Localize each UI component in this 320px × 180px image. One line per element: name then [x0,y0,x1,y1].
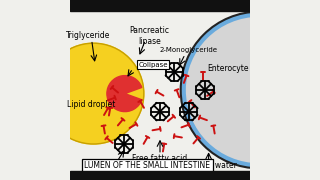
Wedge shape [107,76,142,112]
Text: LUMEN OF THE SMALL INTESTINE: LUMEN OF THE SMALL INTESTINE [84,161,211,170]
Bar [70,0,250,11]
Text: Lipid droplet: Lipid droplet [68,100,116,109]
Text: Bile salt: Bile salt [94,163,125,172]
Bar [70,173,250,180]
Text: Pancreatic
lipase: Pancreatic lipase [129,26,169,46]
Bar [70,171,250,180]
Text: Free fatty acid: Free fatty acid [132,154,188,163]
Text: Triglyceride: Triglyceride [66,31,110,40]
Circle shape [43,43,144,144]
Bar [70,0,250,7]
Text: Enterocyte: Enterocyte [208,64,249,73]
Circle shape [183,14,320,166]
Text: Unstirred water
layer: Unstirred water layer [177,161,237,180]
Text: Colipase: Colipase [139,62,168,68]
Text: 2-Monoglyceride: 2-Monoglyceride [160,47,218,53]
